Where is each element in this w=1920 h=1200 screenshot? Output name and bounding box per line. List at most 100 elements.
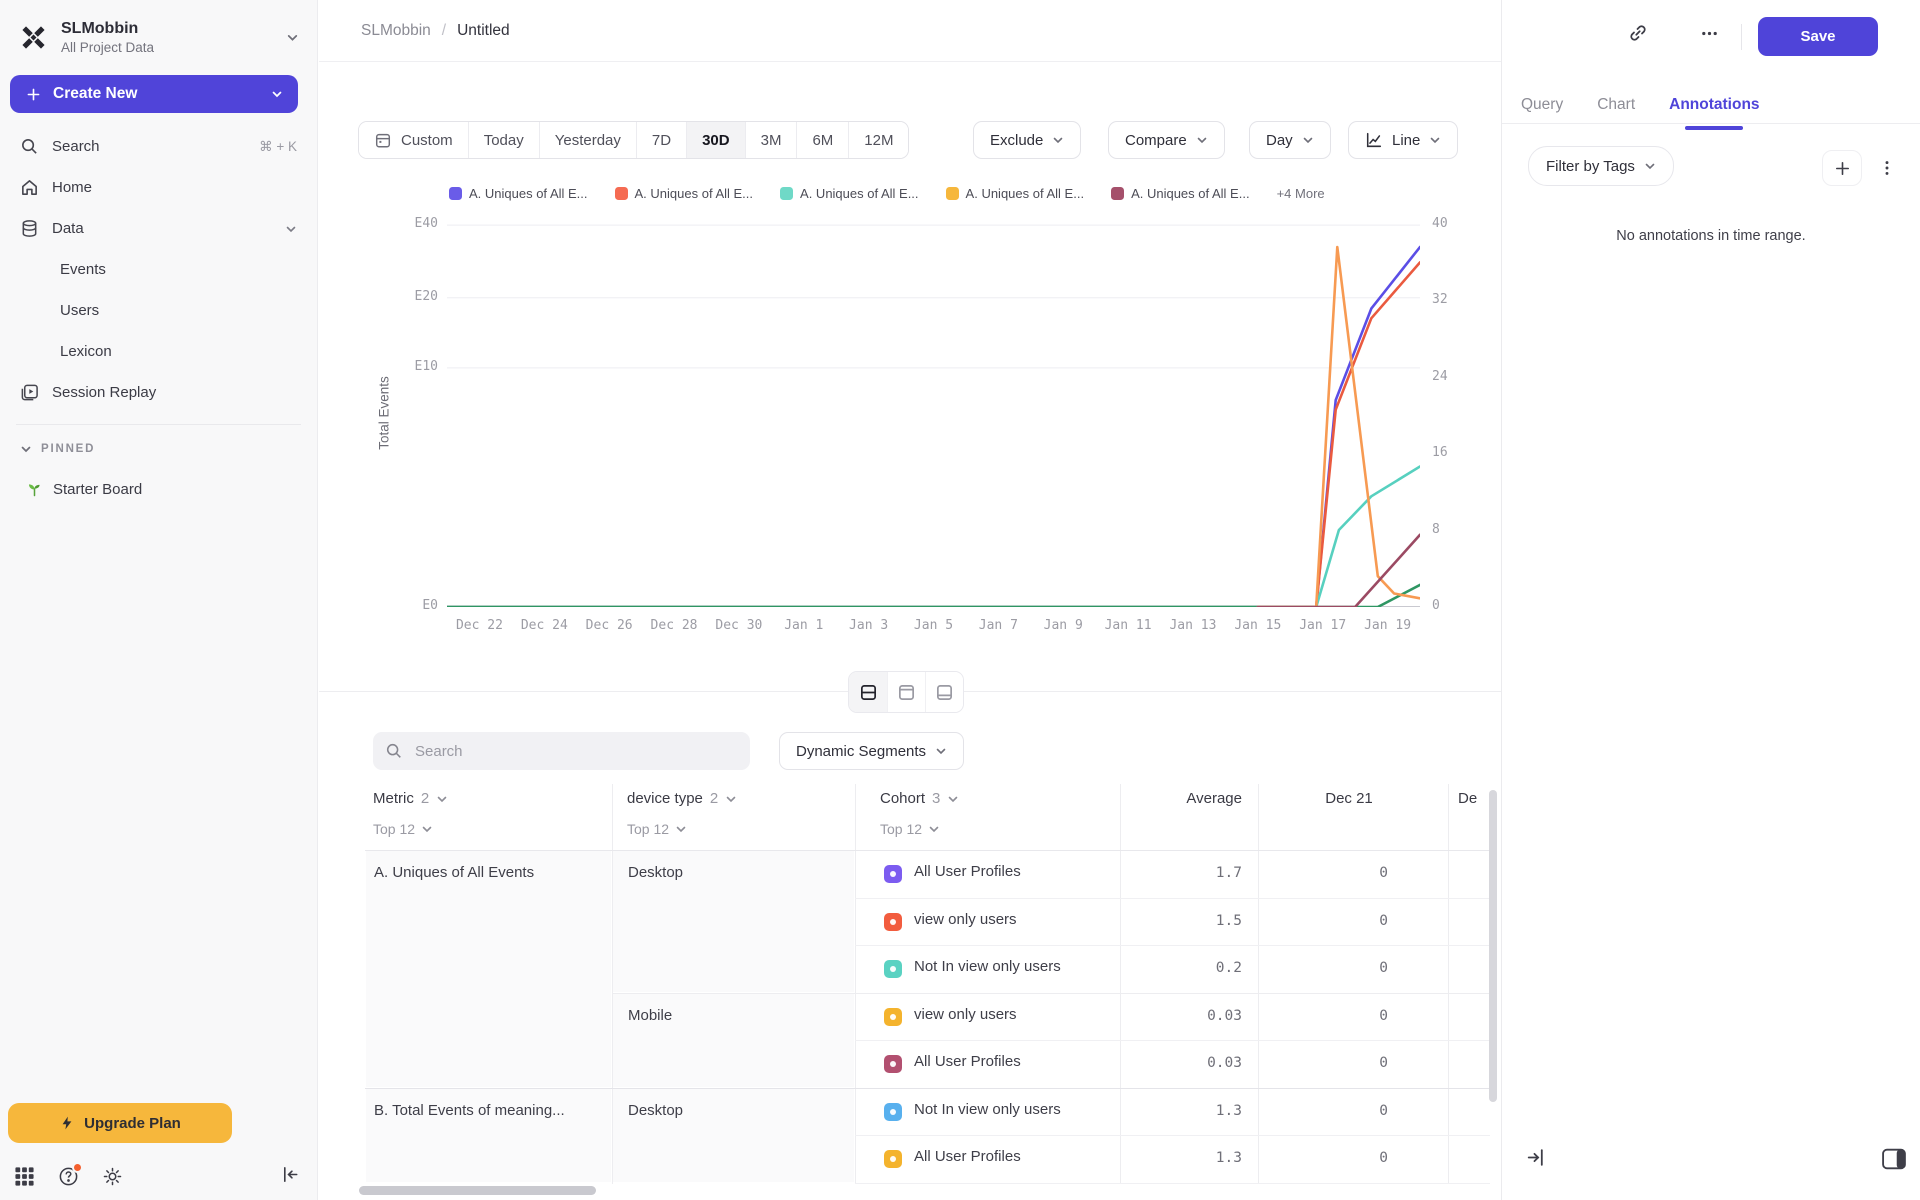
- pinned-item-label: Starter Board: [53, 480, 143, 498]
- tab-chart[interactable]: Chart: [1595, 88, 1637, 130]
- cohort-cell-label[interactable]: All User Profiles: [914, 1148, 1021, 1165]
- filter-by-tags-button[interactable]: Filter by Tags: [1528, 146, 1674, 186]
- metric-cell[interactable]: [366, 851, 611, 1087]
- tab-query[interactable]: Query: [1519, 88, 1565, 130]
- breadcrumb-project[interactable]: SLMobbin: [361, 22, 431, 39]
- legend-item[interactable]: A. Uniques of All E...: [945, 186, 1084, 201]
- pinned-section-header[interactable]: PINNED: [0, 435, 317, 463]
- legend-item[interactable]: A. Uniques of All E...: [614, 186, 753, 201]
- date-range-custom[interactable]: Custom: [359, 122, 468, 158]
- average-value: 0.03: [1207, 1055, 1242, 1071]
- chart-type-label: Line: [1392, 131, 1421, 149]
- home-icon: [20, 178, 39, 197]
- toggle-right-panel-icon[interactable]: [1876, 1147, 1912, 1171]
- layout-bottom-icon[interactable]: [925, 672, 963, 712]
- dec21-value: 0: [1379, 912, 1388, 929]
- date-range-label: 3M: [760, 131, 782, 149]
- layout-split-icon[interactable]: [849, 672, 887, 712]
- sidebar-item-session-replay[interactable]: Session Replay: [0, 372, 317, 413]
- workspace-switcher[interactable]: SLMobbin All Project Data: [0, 0, 317, 69]
- cohort-cell-label[interactable]: Not In view only users: [914, 958, 1061, 975]
- apps-grid-icon[interactable]: [14, 1166, 35, 1187]
- chevron-down-icon: [1429, 134, 1441, 146]
- column-header-label: Cohort: [880, 790, 926, 807]
- add-annotation-button[interactable]: [1822, 150, 1862, 186]
- column-subheader[interactable]: Top 12: [627, 821, 687, 837]
- create-new-button[interactable]: Create New: [10, 75, 298, 113]
- legend-more[interactable]: +4 More: [1276, 186, 1325, 201]
- date-range-12m[interactable]: 12M: [848, 122, 909, 158]
- save-button[interactable]: Save: [1758, 17, 1878, 56]
- horizontal-scrollbar[interactable]: [359, 1186, 596, 1195]
- date-range-7d[interactable]: 7D: [635, 122, 687, 158]
- dec21-value: 0: [1379, 1007, 1388, 1024]
- sidebar-item-users[interactable]: Users: [0, 290, 317, 331]
- cohort-cell-label[interactable]: Not In view only users: [914, 1100, 1061, 1118]
- kebab-menu-icon[interactable]: [1872, 158, 1902, 178]
- date-range-30d[interactable]: 30D: [686, 122, 745, 158]
- x-axis-tick: Dec 26: [585, 618, 633, 633]
- compare-button[interactable]: Compare: [1108, 121, 1225, 159]
- cohort-cell-label[interactable]: All User Profiles: [914, 863, 1021, 880]
- vertical-scrollbar[interactable]: [1489, 790, 1497, 1102]
- upgrade-plan-button[interactable]: Upgrade Plan: [8, 1103, 232, 1143]
- column-header-de[interactable]: De: [1458, 790, 1498, 807]
- column-header-metric[interactable]: Metric 2: [373, 790, 603, 807]
- chart-type-dropdown[interactable]: Line: [1348, 121, 1459, 159]
- annotations-empty-message: No annotations in time range.: [1616, 228, 1806, 244]
- badge-dot: [890, 1061, 896, 1067]
- sidebar-item-starter-board[interactable]: Starter Board: [0, 469, 317, 509]
- date-range-6m[interactable]: 6M: [796, 122, 849, 158]
- column-header-cohort[interactable]: Cohort 3: [880, 790, 1110, 807]
- device-cell[interactable]: [613, 1088, 854, 1182]
- date-range-3m[interactable]: 3M: [744, 122, 797, 158]
- cohort-cell-label[interactable]: view only users: [914, 910, 1017, 928]
- badge-dot: [890, 918, 896, 925]
- gear-icon[interactable]: [102, 1166, 123, 1187]
- date-range-today[interactable]: Today: [467, 122, 539, 158]
- badge-dot: [890, 966, 896, 972]
- column-subheader[interactable]: Top 12: [880, 821, 940, 837]
- sidebar-item-lexicon[interactable]: Lexicon: [0, 331, 317, 372]
- legend-item[interactable]: A. Uniques of All E...: [1111, 186, 1250, 201]
- dec21-value: 0: [1379, 1055, 1388, 1071]
- column-subheader[interactable]: Top 12: [373, 821, 433, 837]
- column-header-dec-21[interactable]: Dec 21: [1258, 790, 1440, 807]
- line-chart-plot[interactable]: [447, 222, 1420, 607]
- column-header-device-type[interactable]: device type 2: [627, 790, 842, 807]
- interval-dropdown[interactable]: Day: [1249, 121, 1331, 159]
- cohort-cell-label[interactable]: view only users: [914, 1005, 1017, 1023]
- collapse-sidebar-icon[interactable]: [281, 1165, 300, 1184]
- more-options-icon[interactable]: [1696, 20, 1723, 47]
- exclude-button[interactable]: Exclude: [973, 121, 1082, 159]
- sidebar-item-search[interactable]: Search ⌘ + K: [0, 126, 317, 167]
- layout-top-icon[interactable]: [887, 672, 925, 712]
- copy-link-icon[interactable]: [1624, 19, 1652, 47]
- column-header-average[interactable]: Average: [1120, 790, 1242, 807]
- exclude-label: Exclude: [990, 131, 1044, 149]
- skip-to-latest-icon[interactable]: [1519, 1146, 1552, 1169]
- dynamic-segments-button[interactable]: Dynamic Segments: [779, 732, 965, 770]
- tab-annotations[interactable]: Annotations: [1667, 88, 1761, 130]
- column-header-count: 2: [709, 790, 719, 807]
- device-cell[interactable]: [613, 993, 854, 1087]
- column-header-label: Metric: [373, 790, 414, 807]
- sidebar-item-data[interactable]: Data: [0, 208, 317, 249]
- legend-item[interactable]: A. Uniques of All E...: [449, 186, 588, 201]
- date-range-yesterday[interactable]: Yesterday: [538, 122, 636, 158]
- tab-label: Chart: [1597, 96, 1636, 113]
- legend-item[interactable]: A. Uniques of All E...: [780, 186, 919, 201]
- chevron-down-icon: [928, 823, 940, 835]
- sidebar-item-events[interactable]: Events: [0, 249, 317, 290]
- search-field[interactable]: [413, 741, 738, 761]
- metric-cell[interactable]: [366, 1088, 611, 1182]
- device-cell[interactable]: [613, 851, 854, 992]
- chevron-down-icon: [725, 793, 737, 805]
- sidebar-item-home[interactable]: Home: [0, 167, 317, 208]
- breadcrumb-title[interactable]: Untitled: [457, 22, 510, 39]
- cohort-cell-label[interactable]: All User Profiles: [914, 1053, 1021, 1070]
- cohort-color-badge: [884, 960, 902, 978]
- search-input[interactable]: [373, 732, 750, 770]
- help-icon[interactable]: [58, 1162, 83, 1187]
- y-axis-tick-right: 40: [1432, 216, 1448, 232]
